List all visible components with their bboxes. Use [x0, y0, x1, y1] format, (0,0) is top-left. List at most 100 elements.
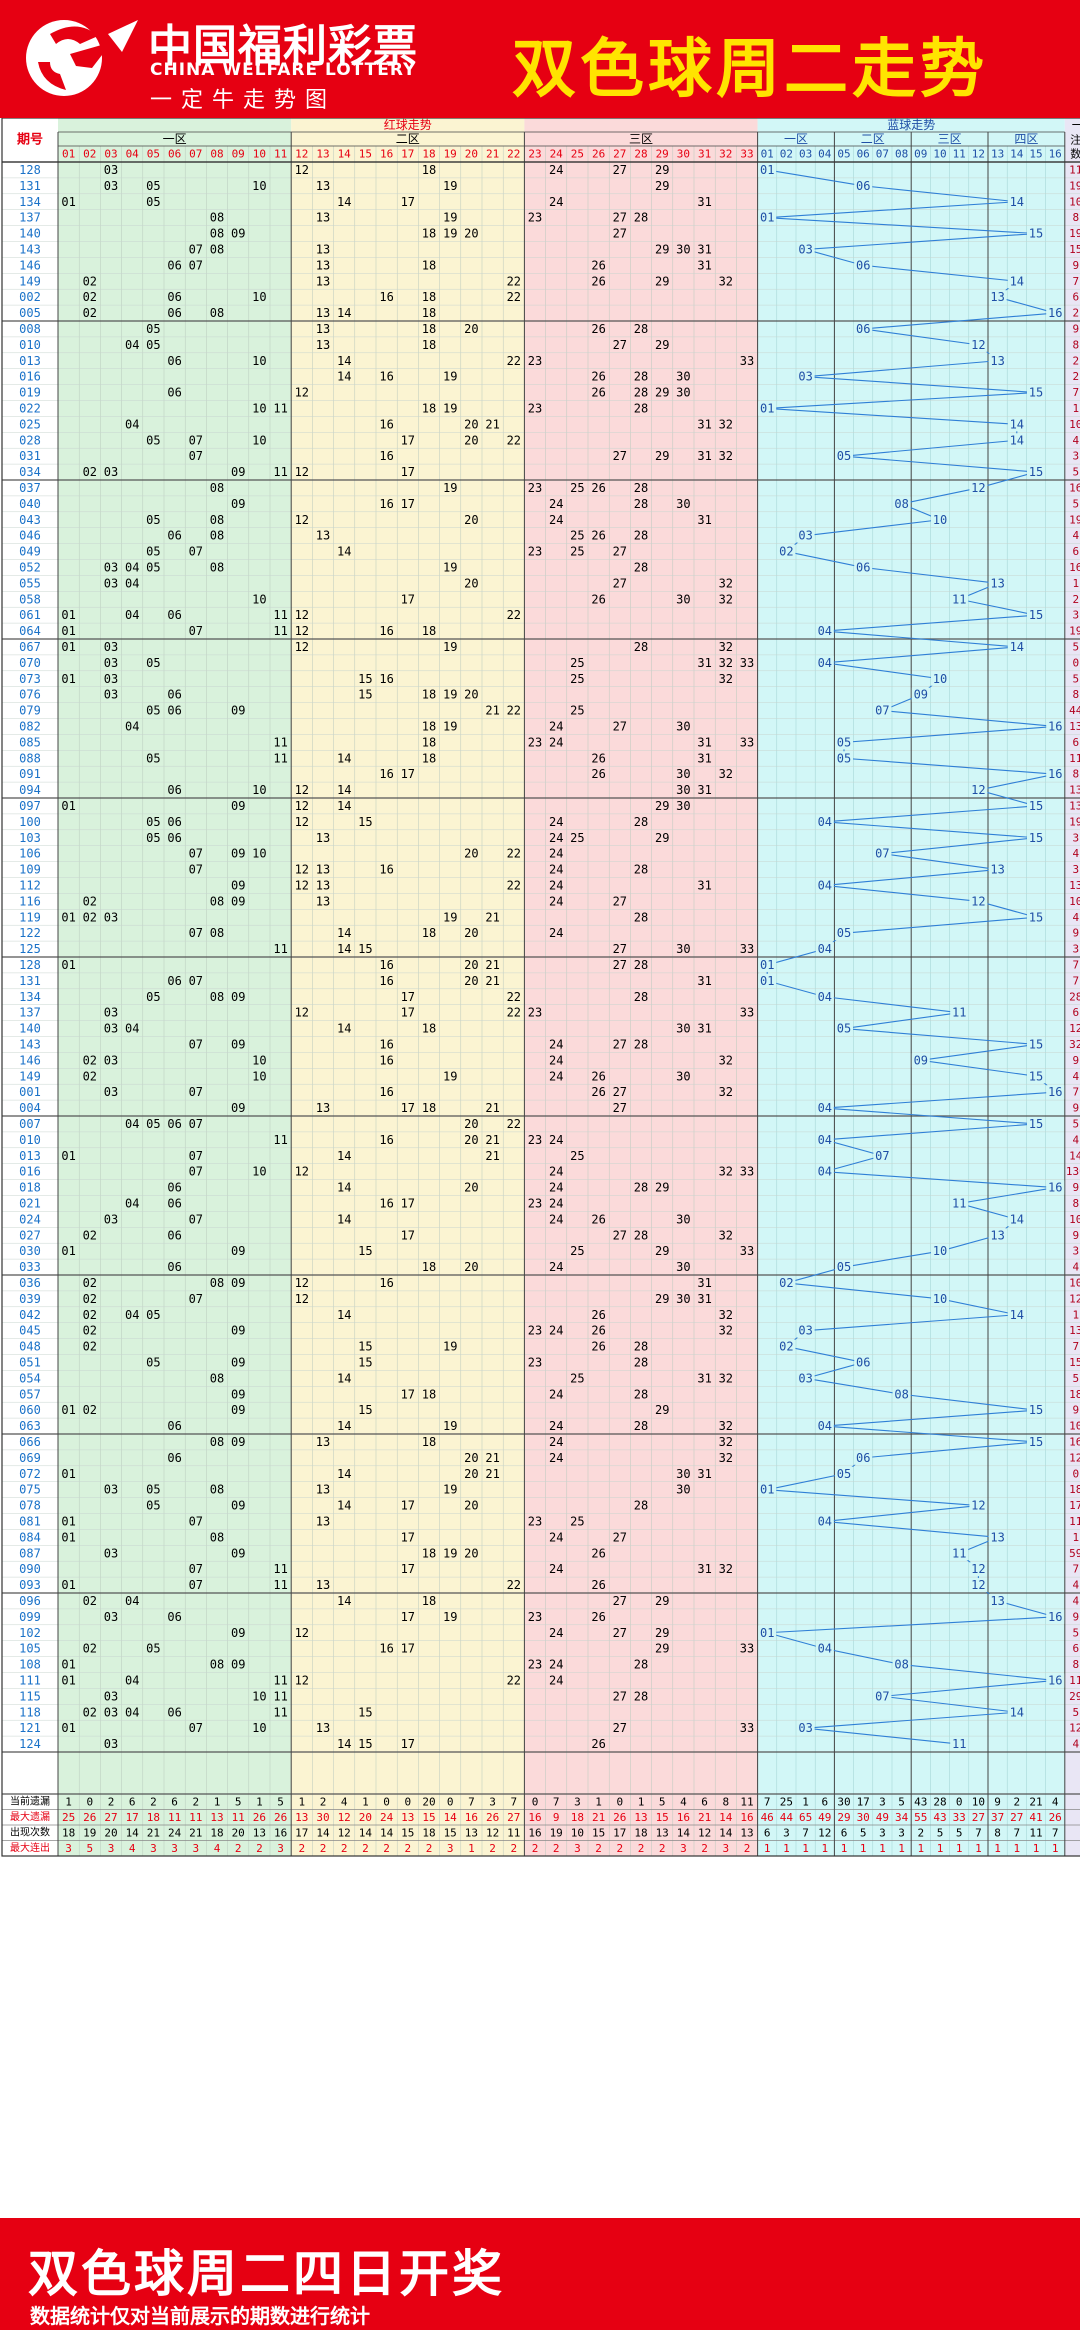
red-ball: 22 — [507, 1117, 521, 1131]
red-column-header: 06 — [168, 148, 181, 161]
red-ball: 03 — [104, 576, 118, 590]
red-ball: 29 — [655, 163, 669, 177]
red-ball: 04 — [125, 560, 139, 574]
red-ball: 23 — [528, 545, 542, 559]
red-ball: 03 — [104, 1689, 118, 1703]
blue-ball: 04 — [818, 878, 832, 892]
blue-ball-bg — [815, 1164, 834, 1179]
issue-number: 022 — [19, 401, 41, 415]
stats-red-value: 25 — [62, 1811, 75, 1824]
red-ball: 33 — [740, 735, 754, 749]
issue-number: 111 — [19, 1673, 41, 1687]
red-ball: 29 — [655, 1181, 669, 1195]
red-ball: 18 — [422, 258, 436, 272]
red-ball: 13 — [316, 1101, 330, 1115]
red-ball: 20 — [464, 847, 478, 861]
blue-column-header: 09 — [914, 148, 927, 161]
red-ball: 13 — [316, 894, 330, 908]
red-ball: 24 — [549, 735, 563, 749]
blue-ball: 12 — [971, 481, 985, 495]
stats-blue-value: 1 — [1052, 1842, 1059, 1855]
issue-number: 119 — [19, 910, 41, 924]
red-ball: 33 — [740, 1006, 754, 1020]
blue-ball: 04 — [818, 656, 832, 670]
red-ball: 26 — [591, 1085, 605, 1099]
red-ball: 17 — [401, 592, 415, 606]
lottery-logo-icon — [26, 20, 138, 96]
red-ball: 32 — [719, 274, 733, 288]
stats-blue-value: 5 — [898, 1795, 905, 1808]
red-ball: 05 — [146, 322, 160, 336]
prize-count: 0 — [1072, 1467, 1079, 1480]
red-ball: 19 — [443, 910, 457, 924]
red-ball: 14 — [337, 1149, 351, 1163]
stats-blue-value: 1 — [1033, 1842, 1040, 1855]
prize-count-header: 注 — [1070, 133, 1080, 147]
stats-red-value: 16 — [740, 1811, 753, 1824]
stats-red-value: 12 — [486, 1826, 499, 1839]
blue-ball: 05 — [837, 449, 851, 463]
red-column-header: 01 — [62, 148, 75, 161]
red-ball: 23 — [528, 1196, 542, 1210]
red-ball: 05 — [146, 1355, 160, 1369]
red-ball: 26 — [591, 1546, 605, 1560]
red-zone2-bg — [291, 118, 525, 1856]
red-ball: 30 — [676, 386, 690, 400]
red-ball: 03 — [104, 465, 118, 479]
red-ball: 32 — [719, 656, 733, 670]
blue-ball-bg — [796, 1371, 815, 1386]
issue-number: 146 — [19, 258, 41, 272]
red-ball: 11 — [273, 1689, 287, 1703]
issue-number: 045 — [19, 1324, 41, 1338]
issue-number: 061 — [19, 608, 41, 622]
prize-count: 4 — [1072, 529, 1079, 542]
red-ball: 06 — [167, 688, 181, 702]
blue-ball: 09 — [914, 1053, 928, 1067]
issue-number: 079 — [19, 704, 41, 718]
stats-red-value: 17 — [295, 1826, 308, 1839]
red-ball: 13 — [316, 242, 330, 256]
red-ball: 15 — [358, 672, 372, 686]
red-ball: 21 — [485, 910, 499, 924]
red-ball: 02 — [83, 1403, 97, 1417]
prize-bg — [1064, 118, 1080, 1856]
red-column-header: 33 — [740, 148, 753, 161]
blue-ball: 06 — [856, 179, 870, 193]
red-ball: 25 — [570, 545, 584, 559]
red-ball: 33 — [740, 1244, 754, 1258]
stats-red-value: 2 — [404, 1842, 411, 1855]
red-ball: 15 — [358, 1244, 372, 1258]
red-column-header: 15 — [359, 148, 372, 161]
red-ball: 13 — [316, 1514, 330, 1528]
red-ball: 13 — [316, 1435, 330, 1449]
stats-blue-value: 1 — [783, 1842, 790, 1855]
red-ball: 27 — [613, 227, 627, 241]
blue-ball-bg — [815, 989, 834, 1004]
stats-blue-value: 41 — [1029, 1811, 1042, 1824]
stats-red-value: 4 — [680, 1795, 687, 1808]
issue-number: 030 — [19, 1244, 41, 1258]
red-ball: 30 — [676, 370, 690, 384]
red-ball: 14 — [337, 926, 351, 940]
blue-ball: 03 — [798, 1371, 812, 1385]
red-ball: 20 — [464, 513, 478, 527]
red-ball: 01 — [61, 624, 75, 638]
prize-count: 4 — [1072, 1594, 1079, 1607]
red-ball: 27 — [613, 942, 627, 956]
red-ball: 29 — [655, 1403, 669, 1417]
prize-count: 28 — [1069, 990, 1080, 1003]
prize-count: 44 — [1069, 704, 1080, 717]
stats-red-value: 11 — [232, 1811, 245, 1824]
red-ball: 04 — [125, 1117, 139, 1131]
red-ball: 01 — [61, 672, 75, 686]
stats-red-value: 16 — [528, 1811, 541, 1824]
red-ball: 22 — [507, 1578, 521, 1592]
issue-number: 149 — [19, 274, 41, 288]
red-ball: 28 — [634, 497, 648, 511]
red-ball: 05 — [146, 1308, 160, 1322]
blue-ball-bg — [892, 496, 911, 511]
blue-ball: 03 — [798, 1721, 812, 1735]
red-ball: 07 — [189, 1514, 203, 1528]
red-ball: 28 — [634, 1228, 648, 1242]
stats-blue-value: 7 — [1052, 1826, 1059, 1839]
